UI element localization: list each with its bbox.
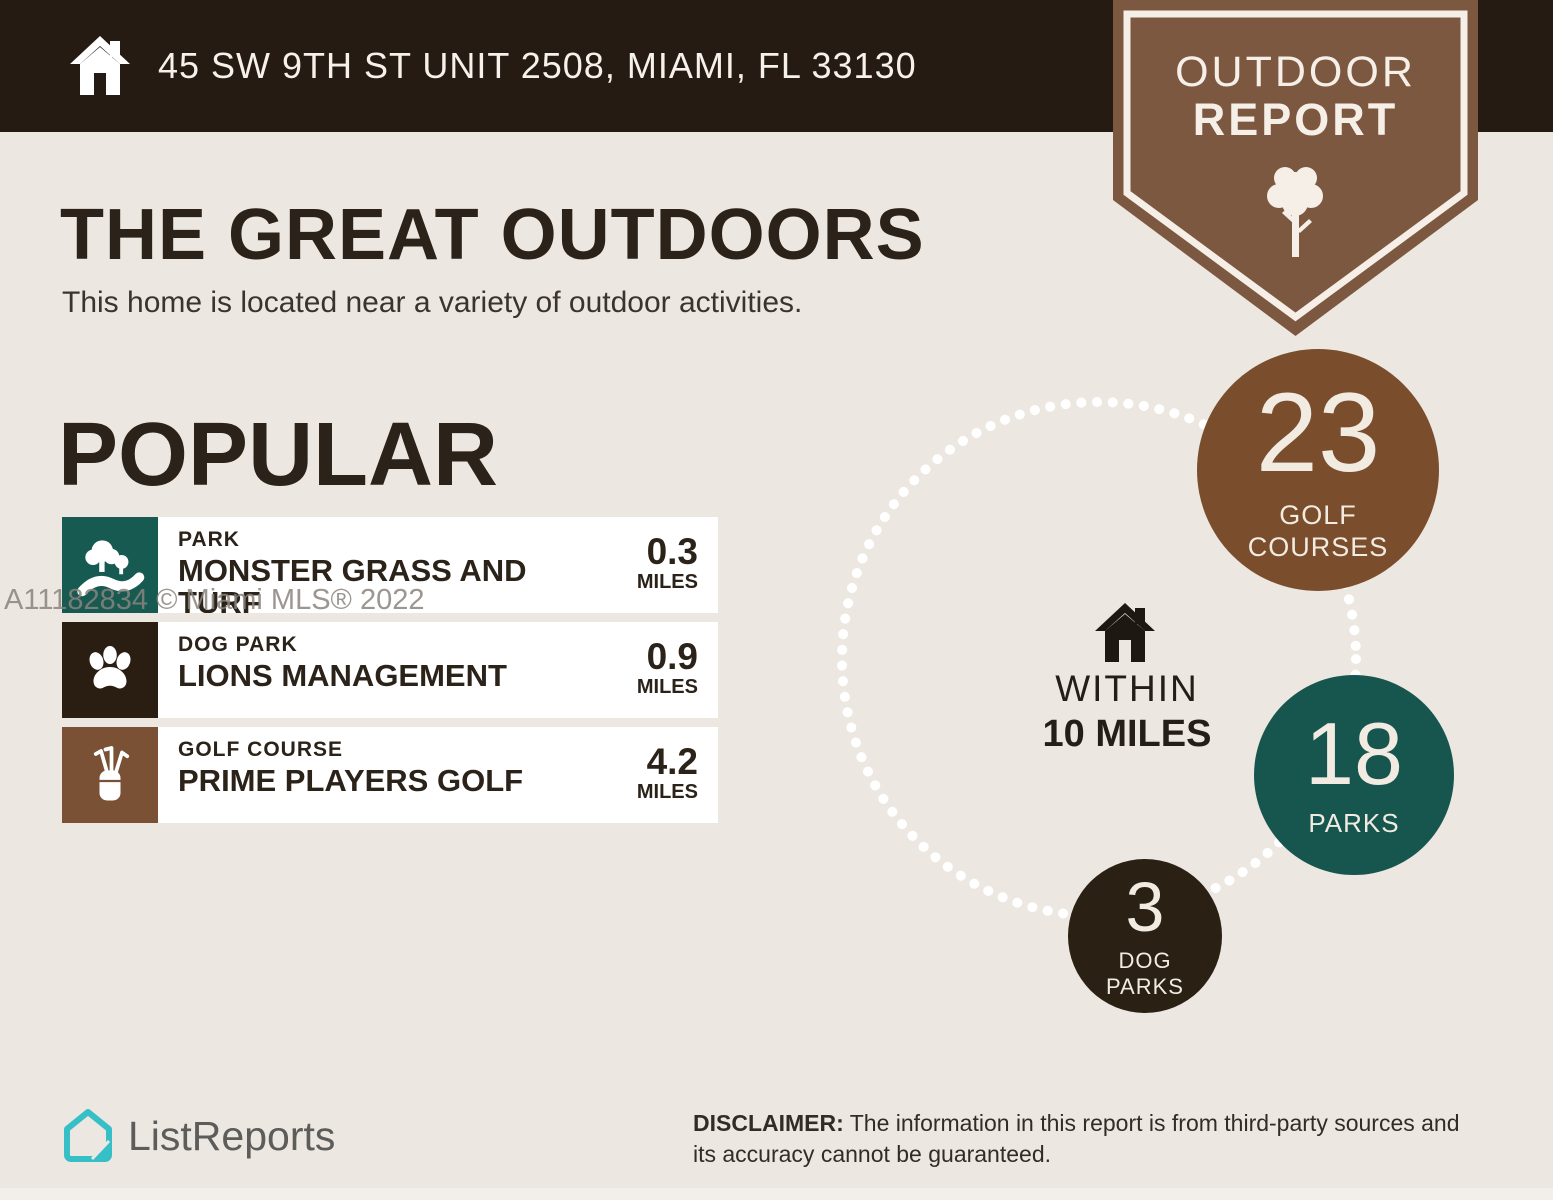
mls-watermark: A11182834 © Miami MLS® 2022 bbox=[4, 584, 425, 616]
ribbon-shape bbox=[1113, 0, 1478, 336]
paw-icon bbox=[62, 622, 158, 718]
listreports-wordmark: ListReports bbox=[128, 1112, 336, 1159]
golf-bag-icon bbox=[62, 727, 158, 823]
listreports-icon bbox=[64, 1109, 112, 1162]
stat-parks: 18 PARKS bbox=[1254, 675, 1454, 875]
item-distance: 0.3 bbox=[646, 531, 698, 572]
item-distance: 4.2 bbox=[646, 741, 698, 782]
item-name: MONSTER GRASS AND TURF bbox=[178, 553, 527, 614]
ribbon-title-line2: REPORT bbox=[1192, 94, 1399, 145]
list-item-park: PARK MONSTER GRASS AND TURF 0.3 MILES bbox=[62, 517, 718, 613]
item-category: PARK bbox=[178, 528, 240, 551]
within-label: WITHIN bbox=[1055, 668, 1199, 709]
miles-label: 10 MILES bbox=[1042, 713, 1212, 755]
bottom-strip bbox=[0, 1188, 1553, 1200]
item-distance-unit: MILES bbox=[636, 571, 698, 593]
disclaimer-label: DISCLAIMER: bbox=[693, 1110, 844, 1136]
item-category: GOLF COURSE bbox=[178, 738, 344, 761]
ribbon-title-line1: OUTDOOR bbox=[1175, 48, 1416, 96]
stat-label: PARKS bbox=[1308, 808, 1400, 839]
disclaimer-text: DISCLAIMER: The information in this repo… bbox=[693, 1110, 1460, 1167]
popular-heading: POPULAR bbox=[58, 405, 499, 505]
page-subtitle: This home is located near a variety of o… bbox=[62, 286, 803, 319]
home-icon bbox=[70, 36, 130, 95]
item-category: DOG PARK bbox=[178, 633, 298, 656]
stat-value: 23 bbox=[1255, 369, 1381, 495]
item-distance-unit: MILES bbox=[636, 781, 698, 803]
stat-label: DOG PARKS bbox=[1106, 947, 1184, 999]
stat-value: 18 bbox=[1305, 704, 1403, 804]
stat-label: GOLF COURSES bbox=[1247, 499, 1389, 562]
home-icon bbox=[1095, 603, 1155, 662]
item-distance-unit: MILES bbox=[636, 676, 698, 698]
item-name: LIONS MANAGEMENT bbox=[178, 658, 507, 693]
listreports-logo: ListReports bbox=[62, 1108, 335, 1164]
list-item-golf-course: GOLF COURSE PRIME PLAYERS GOLF 4.2 MILES bbox=[62, 727, 718, 823]
item-distance: 0.9 bbox=[646, 636, 698, 677]
park-trees-icon bbox=[62, 517, 158, 613]
list-item-dog-park: DOG PARK LIONS MANAGEMENT 0.9 MILES bbox=[62, 622, 718, 718]
popular-list: PARK MONSTER GRASS AND TURF 0.3 MILES bbox=[62, 517, 718, 832]
property-address: 45 SW 9TH ST UNIT 2508, MIAMI, FL 33130 bbox=[158, 45, 917, 86]
radius-center-label: WITHIN 10 MILES bbox=[1007, 668, 1247, 756]
page-title: THE GREAT OUTDOORS bbox=[60, 195, 925, 275]
stat-value: 3 bbox=[1125, 867, 1165, 946]
stat-golf-courses: 23 GOLF COURSES bbox=[1197, 349, 1439, 591]
item-name: PRIME PLAYERS GOLF bbox=[178, 763, 524, 798]
outdoor-report-badge: OUTDOOR REPORT bbox=[1113, 0, 1478, 336]
tree-icon bbox=[1267, 167, 1323, 257]
stat-dog-parks: 3 DOG PARKS bbox=[1068, 859, 1222, 1013]
